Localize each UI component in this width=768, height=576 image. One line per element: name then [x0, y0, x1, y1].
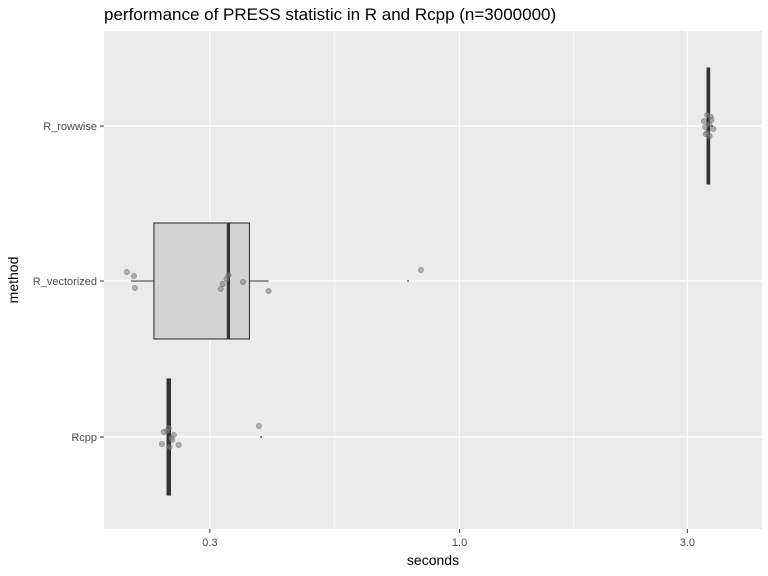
data-point	[702, 124, 709, 131]
data-point	[219, 280, 226, 287]
data-point	[217, 285, 224, 292]
data-point	[130, 272, 137, 279]
data-point	[417, 266, 424, 273]
mean-marker	[407, 280, 409, 282]
box-R_vectorized	[130, 222, 409, 340]
data-point	[708, 117, 715, 124]
data-point	[131, 284, 138, 291]
y-tick-label: R_rowwise	[43, 121, 97, 133]
data-point	[700, 118, 707, 125]
x-tick-label: 0.3	[202, 537, 217, 549]
data-point	[166, 443, 173, 450]
data-point	[164, 427, 171, 434]
data-point	[265, 287, 272, 294]
chart-title: performance of PRESS statistic in R and …	[104, 5, 556, 24]
y-axis: R_rowwise R_vectorized Rcpp	[33, 121, 104, 444]
data-point	[168, 434, 175, 441]
data-point	[240, 278, 247, 285]
x-tick-label: 1.0	[452, 537, 467, 549]
x-axis: 0.3 1.0 3.0	[202, 529, 695, 549]
data-point	[123, 268, 130, 275]
data-point	[704, 112, 711, 119]
data-point	[158, 440, 165, 447]
mean-marker	[260, 436, 263, 438]
data-point	[255, 422, 262, 429]
data-point	[175, 441, 182, 448]
point-layer	[123, 112, 717, 450]
data-point	[706, 133, 713, 140]
data-point	[710, 126, 717, 133]
y-axis-title: method	[5, 257, 21, 304]
x-tick-label: 3.0	[680, 537, 695, 549]
data-point	[225, 271, 232, 278]
y-tick-label: Rcpp	[71, 432, 97, 444]
x-axis-title: seconds	[407, 552, 459, 568]
box-iqr	[153, 222, 250, 340]
y-tick-label: R_vectorized	[33, 276, 97, 288]
